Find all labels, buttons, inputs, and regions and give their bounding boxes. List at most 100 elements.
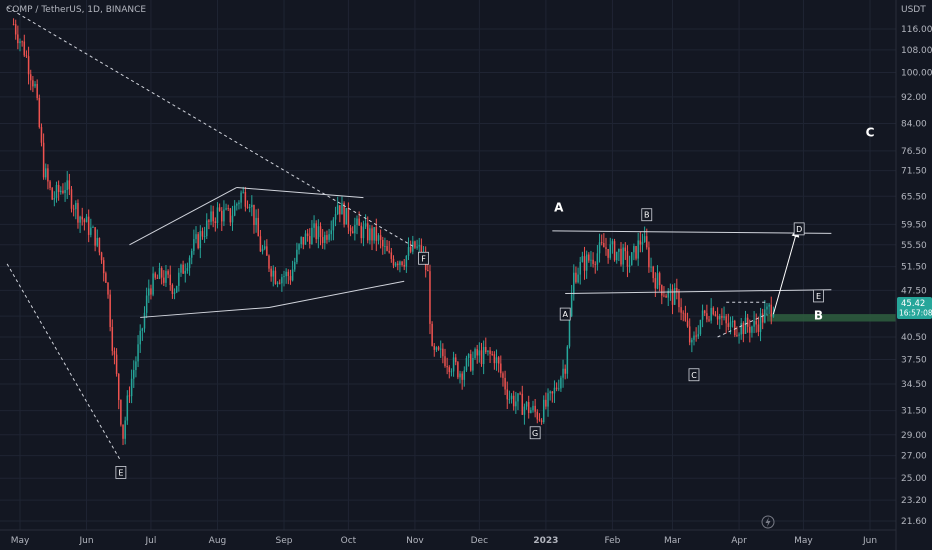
y-tick-label: 55.50 <box>901 241 927 251</box>
projection-arrow[interactable] <box>772 228 800 315</box>
candle-body <box>538 419 541 421</box>
candle-body <box>341 203 343 215</box>
candle-body <box>154 273 156 278</box>
candle-body <box>457 362 459 378</box>
candle-body <box>115 354 118 374</box>
time-axis[interactable]: May Jun Jul Aug Sep Oct Nov Dec 2023 Feb Mar Apr May… <box>11 536 877 546</box>
y-tick-label: 47.50 <box>901 286 927 296</box>
candle-body <box>766 306 768 310</box>
candle-body <box>523 406 526 415</box>
candle-body <box>38 97 41 128</box>
candle-body <box>126 395 129 421</box>
candle-body <box>714 314 717 316</box>
wave-label: D <box>796 225 802 234</box>
candle-body <box>120 400 122 425</box>
candle-body <box>682 312 685 314</box>
candle-body <box>107 282 109 295</box>
candle-body <box>448 367 451 372</box>
x-tick-label: Jun <box>79 536 94 546</box>
candle-body <box>233 205 236 216</box>
trend-line[interactable] <box>140 306 270 318</box>
drawings-layer <box>6 6 832 462</box>
candle-body <box>637 240 639 259</box>
candle-body <box>585 254 588 271</box>
wave-label: B <box>644 211 650 220</box>
candle-body <box>109 294 111 327</box>
candle-body <box>42 142 45 178</box>
candle-body <box>358 218 360 226</box>
candle-body <box>60 190 62 193</box>
candle-body <box>740 323 742 335</box>
candle-body <box>111 326 114 351</box>
wave-label-box <box>529 426 541 440</box>
candle-body <box>723 316 725 318</box>
x-tick-label: Dec <box>471 536 488 546</box>
candle-body <box>85 216 88 223</box>
candle-body <box>90 227 92 235</box>
candle-body <box>695 335 697 337</box>
candle-body <box>242 191 244 193</box>
trend-line[interactable] <box>268 280 405 308</box>
x-tick-label: Oct <box>341 536 357 546</box>
candle-body <box>145 295 148 313</box>
candle-body <box>476 349 478 356</box>
candle-body <box>306 233 309 237</box>
y-tick-label: 65.50 <box>901 192 927 202</box>
candle-body <box>452 357 455 372</box>
candle-body <box>416 246 418 248</box>
x-tick-label: Mar <box>664 536 681 546</box>
candle-body <box>102 260 105 274</box>
x-tick-label: Aug <box>209 536 227 546</box>
candle-body <box>635 246 637 259</box>
candle-body <box>532 405 534 411</box>
candle-body <box>152 273 154 295</box>
y-tick-label: 31.50 <box>901 407 927 417</box>
candle-body <box>244 191 247 207</box>
candle-body <box>465 357 468 371</box>
candle-body <box>480 350 483 365</box>
candle-body <box>25 55 28 57</box>
candle-body <box>710 307 712 321</box>
wave-label-box <box>641 208 653 222</box>
candle-body <box>236 204 238 206</box>
y-tick-label: 116.00 <box>901 25 932 35</box>
candle-body <box>718 315 721 320</box>
candle-body <box>117 373 120 401</box>
candle-body <box>493 354 496 364</box>
trend-line[interactable] <box>129 187 238 246</box>
candle-body <box>530 410 532 413</box>
candle-body <box>167 271 169 275</box>
wave-label-box <box>813 289 824 303</box>
candle-body <box>291 269 294 281</box>
candle-body <box>693 335 695 340</box>
candle-body <box>21 41 23 43</box>
trend-line[interactable] <box>6 6 416 248</box>
candle-body <box>594 263 597 265</box>
candle-body <box>600 242 603 244</box>
candle-body <box>540 420 543 423</box>
candle-body <box>300 236 302 245</box>
trend-line[interactable] <box>6 263 122 462</box>
trend-line[interactable] <box>236 186 364 199</box>
candle-body <box>330 230 332 235</box>
candle-body <box>212 211 214 222</box>
wave-label: E <box>118 468 123 477</box>
trend-line[interactable] <box>565 289 832 294</box>
candle-body <box>669 289 672 291</box>
candle-body <box>459 373 461 378</box>
x-tick-label: Apr <box>731 536 747 546</box>
trend-line[interactable] <box>552 230 832 234</box>
candle-body <box>508 398 511 400</box>
candle-body <box>201 231 204 237</box>
lightning-icon[interactable] <box>761 515 775 529</box>
candle-body <box>680 307 682 313</box>
candle-body <box>66 180 68 191</box>
candle-body <box>656 273 659 289</box>
wave-label-box <box>688 368 700 382</box>
candle-body <box>257 217 260 237</box>
candle-body <box>70 189 73 209</box>
candle-body <box>45 168 47 178</box>
candle-body <box>133 370 135 379</box>
candle-body <box>349 227 352 232</box>
